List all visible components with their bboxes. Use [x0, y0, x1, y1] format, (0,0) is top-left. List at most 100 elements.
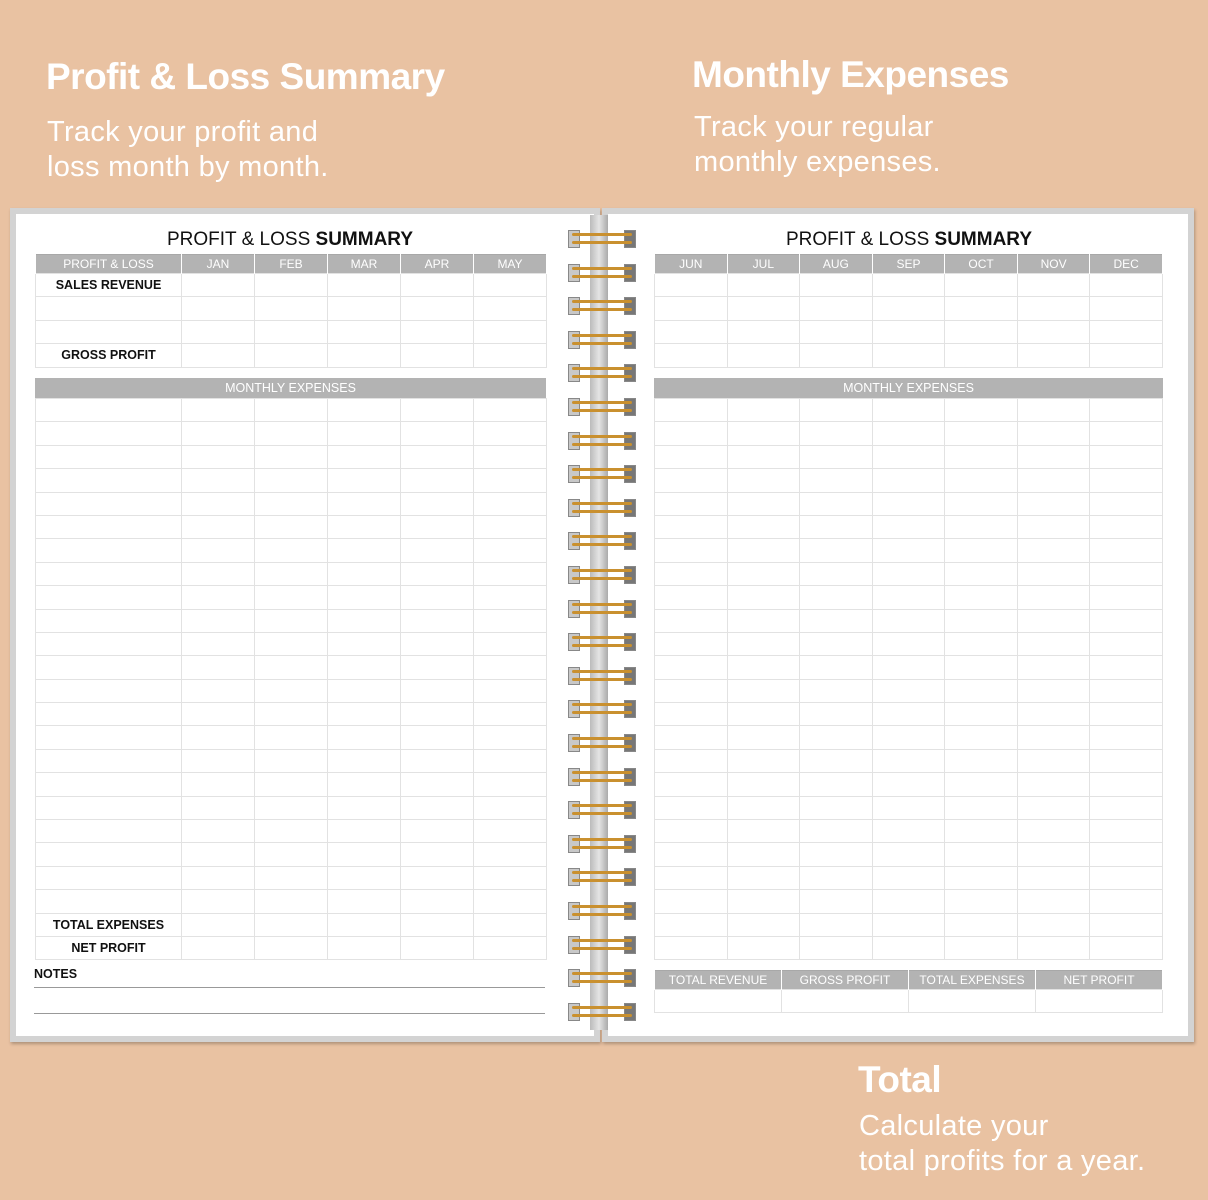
- table-cell[interactable]: [726, 272, 801, 298]
- table-cell[interactable]: [944, 889, 1018, 914]
- table-cell[interactable]: [400, 491, 474, 516]
- table-cell[interactable]: [871, 935, 946, 961]
- table-cell[interactable]: [35, 795, 182, 821]
- table-cell[interactable]: [1016, 468, 1091, 493]
- table-cell[interactable]: [944, 585, 1018, 610]
- table-cell[interactable]: [871, 772, 946, 797]
- table-cell[interactable]: [799, 678, 873, 704]
- table-cell[interactable]: [254, 702, 328, 727]
- table-cell[interactable]: [473, 343, 547, 368]
- table-cell[interactable]: [1016, 397, 1091, 423]
- table-cell[interactable]: [1089, 608, 1163, 633]
- table-cell[interactable]: [1016, 655, 1091, 680]
- table-cell[interactable]: [254, 296, 328, 321]
- table-cell[interactable]: [871, 514, 946, 540]
- table-cell[interactable]: [400, 343, 474, 368]
- table-cell[interactable]: [181, 421, 255, 446]
- table-cell[interactable]: [473, 702, 547, 727]
- table-cell[interactable]: [654, 343, 728, 368]
- table-cell[interactable]: [327, 748, 401, 774]
- table-cell[interactable]: [726, 702, 801, 727]
- table-cell[interactable]: [1089, 772, 1163, 797]
- table-cell[interactable]: [726, 795, 801, 821]
- table-cell[interactable]: [871, 655, 946, 680]
- table-cell[interactable]: [1016, 319, 1091, 345]
- table-cell[interactable]: [181, 912, 255, 937]
- table-cell[interactable]: [327, 865, 401, 891]
- table-cell[interactable]: [473, 397, 547, 423]
- table-cell[interactable]: [327, 631, 401, 657]
- table-cell[interactable]: [254, 678, 328, 704]
- table-cell[interactable]: [254, 912, 328, 937]
- table-cell[interactable]: [654, 585, 728, 610]
- table-cell[interactable]: [944, 819, 1018, 844]
- table-cell[interactable]: [799, 585, 873, 610]
- table-cell[interactable]: [1016, 842, 1091, 867]
- table-cell[interactable]: [35, 561, 182, 587]
- table-cell[interactable]: [944, 514, 1018, 540]
- table-cell[interactable]: [799, 272, 873, 298]
- table-cell[interactable]: [327, 397, 401, 423]
- table-cell[interactable]: [654, 514, 728, 540]
- table-cell[interactable]: [473, 421, 547, 446]
- table-cell[interactable]: [35, 865, 182, 891]
- table-cell[interactable]: [473, 889, 547, 914]
- table-cell[interactable]: [400, 772, 474, 797]
- table-cell[interactable]: [473, 935, 547, 961]
- table-cell[interactable]: [400, 748, 474, 774]
- table-cell[interactable]: [1016, 889, 1091, 914]
- table-cell[interactable]: [944, 655, 1018, 680]
- table-cell[interactable]: [799, 795, 873, 821]
- table-cell[interactable]: [181, 608, 255, 633]
- table-cell[interactable]: [1016, 538, 1091, 563]
- table-cell[interactable]: [35, 889, 182, 914]
- table-cell[interactable]: [327, 444, 401, 470]
- table-cell[interactable]: [726, 319, 801, 345]
- table-cell[interactable]: [1089, 795, 1163, 821]
- table-cell[interactable]: [726, 585, 801, 610]
- table-cell[interactable]: [1016, 865, 1091, 891]
- table-cell[interactable]: [1016, 702, 1091, 727]
- table-cell[interactable]: [726, 608, 801, 633]
- table-cell[interactable]: [944, 748, 1018, 774]
- table-cell[interactable]: [473, 296, 547, 321]
- table-cell[interactable]: [400, 865, 474, 891]
- table-cell[interactable]: [400, 514, 474, 540]
- table-cell[interactable]: [654, 702, 728, 727]
- table-cell[interactable]: [35, 514, 182, 540]
- table-cell[interactable]: [799, 865, 873, 891]
- table-cell[interactable]: [1089, 538, 1163, 563]
- table-cell[interactable]: [473, 272, 547, 298]
- table-cell[interactable]: [1089, 889, 1163, 914]
- table-cell[interactable]: [1089, 319, 1163, 345]
- table-cell[interactable]: [254, 343, 328, 368]
- table-cell[interactable]: [327, 935, 401, 961]
- table-cell[interactable]: [254, 468, 328, 493]
- table-cell[interactable]: [654, 772, 728, 797]
- table-cell[interactable]: [327, 468, 401, 493]
- table-cell[interactable]: [726, 538, 801, 563]
- table-cell[interactable]: [473, 444, 547, 470]
- table-cell[interactable]: [1089, 865, 1163, 891]
- table-cell[interactable]: [473, 748, 547, 774]
- table-cell[interactable]: [1016, 514, 1091, 540]
- table-cell[interactable]: [799, 631, 873, 657]
- table-cell[interactable]: [908, 988, 1036, 1014]
- table-cell[interactable]: [799, 842, 873, 867]
- table-cell[interactable]: [181, 514, 255, 540]
- table-cell[interactable]: [473, 725, 547, 750]
- table-cell[interactable]: [400, 608, 474, 633]
- table-cell[interactable]: [35, 538, 182, 563]
- table-cell[interactable]: [254, 935, 328, 961]
- table-cell[interactable]: [799, 608, 873, 633]
- table-cell[interactable]: [1089, 272, 1163, 298]
- table-cell[interactable]: [944, 397, 1018, 423]
- table-cell[interactable]: [181, 865, 255, 891]
- table-cell[interactable]: [871, 819, 946, 844]
- table-cell[interactable]: [799, 491, 873, 516]
- table-cell[interactable]: [181, 397, 255, 423]
- table-cell[interactable]: [181, 655, 255, 680]
- table-cell[interactable]: [871, 343, 946, 368]
- table-cell[interactable]: [254, 421, 328, 446]
- table-cell[interactable]: [400, 397, 474, 423]
